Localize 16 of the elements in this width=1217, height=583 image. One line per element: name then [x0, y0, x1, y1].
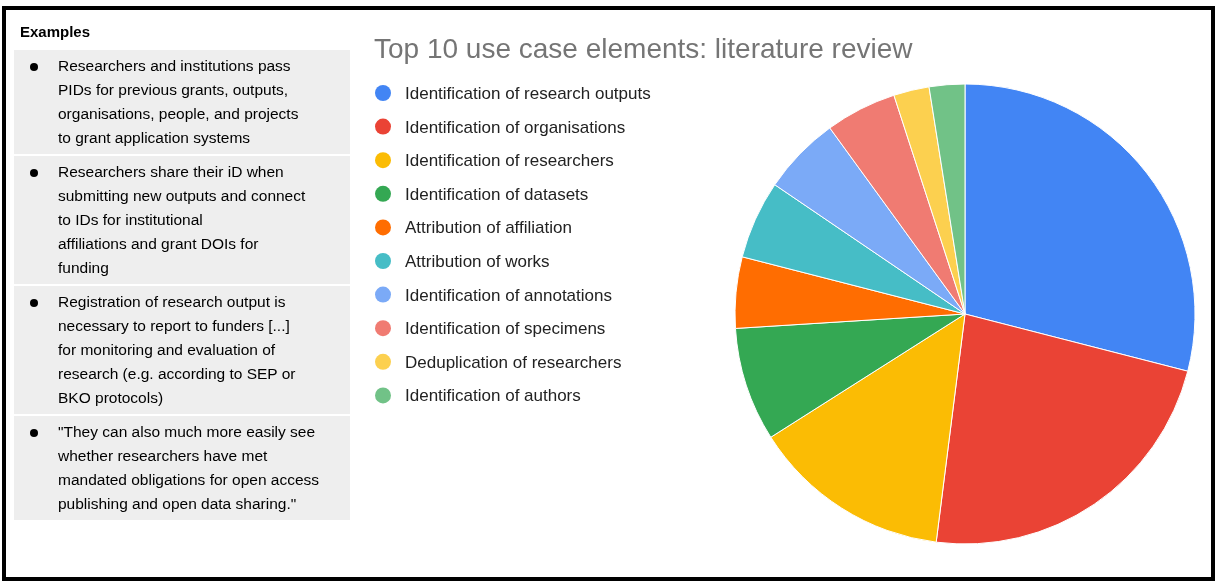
text: "They can also much more easily see whether researchers have met mandated obligations for open access publishing and open data sharing." — [57, 423, 320, 512]
legend-label: Identification of authors — [405, 386, 581, 406]
text: Examples — [20, 23, 91, 40]
text: Researchers share their iD when submitting new outputs and connect to IDs for institutional affiliations and grant DOIs for funding — [58, 163, 306, 276]
legend-label: Deduplication of researchers — [405, 352, 622, 372]
legend-label: Identification of datasets — [405, 184, 589, 204]
text: Registration of research output is necessary to report to funders [...] for monitoring and evaluation of research (e.g. according to SEP or BKO protocols) — [58, 293, 296, 406]
legend-label: Attribution of affiliation — [405, 218, 572, 238]
legend-label: Identification of specimens — [405, 319, 606, 339]
legend-label: Identification of annotations — [405, 285, 612, 305]
text: Researchers and institutions pass PIDs for previous grants, outputs, organisations, people, and projects to grant application systems — [58, 57, 299, 146]
chart-title: Top 10 use case elements: literature review — [374, 33, 914, 64]
legend-label: Identification of organisations — [405, 117, 626, 137]
legend-label: Identification of researchers — [405, 151, 614, 171]
legend-label: Identification of research outputs — [405, 84, 651, 103]
legend-label: Attribution of works — [405, 252, 550, 271]
